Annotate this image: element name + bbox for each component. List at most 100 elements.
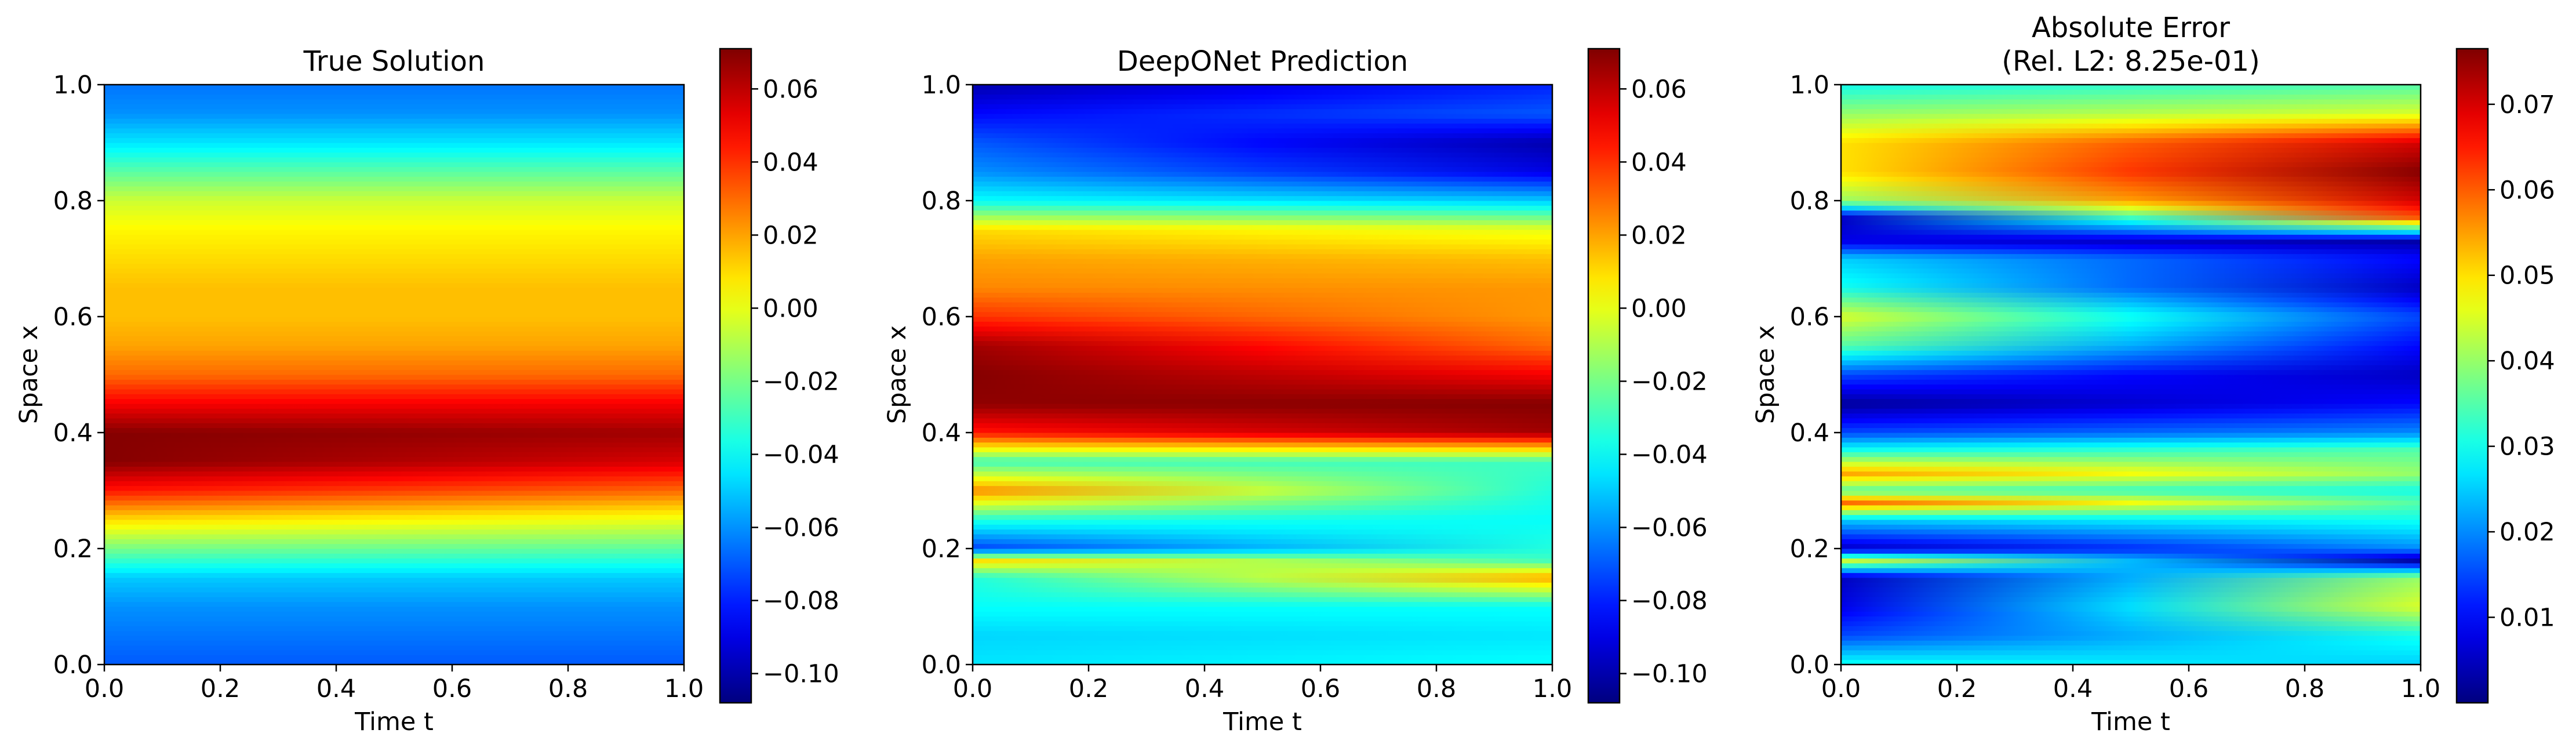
heatmap-row xyxy=(1841,480,2421,487)
y-tick-label: 1.0 xyxy=(53,71,93,100)
y-tick-label: 0.6 xyxy=(53,303,93,332)
heatmap-row xyxy=(104,161,684,168)
heatmap-row xyxy=(973,195,1552,201)
y-tick-label: 0.4 xyxy=(1790,419,1829,448)
heatmap-row xyxy=(1841,234,2421,240)
y-tick-label: 0.6 xyxy=(922,303,961,332)
heatmap-row xyxy=(1841,137,2421,143)
heatmap-row xyxy=(104,451,684,458)
heatmap-row xyxy=(973,635,1552,641)
heatmap xyxy=(104,84,684,665)
heatmap-row xyxy=(973,84,1552,90)
heatmap-row xyxy=(104,504,684,510)
colorbar-tick-label: 0.00 xyxy=(763,294,818,323)
heatmap-row xyxy=(973,258,1552,264)
heatmap-row xyxy=(973,123,1552,129)
heatmap-row xyxy=(104,224,684,230)
colorbar-tick-label: −0.06 xyxy=(1631,514,1708,543)
heatmap-row xyxy=(973,161,1552,168)
x-axis-label: Time t xyxy=(1222,707,1302,736)
heatmap-row xyxy=(973,601,1552,607)
heatmap-row xyxy=(104,630,684,636)
heatmap-row xyxy=(1841,635,2421,641)
heatmap-row xyxy=(104,123,684,129)
heatmap-row xyxy=(1841,504,2421,510)
heatmap-row xyxy=(104,369,684,375)
heatmap-row xyxy=(104,422,684,429)
heatmap-row xyxy=(104,398,684,404)
heatmap-row xyxy=(1841,282,2421,288)
colorbar-tick-label: 0.04 xyxy=(2499,347,2555,376)
heatmap-row xyxy=(104,258,684,264)
heatmap-row xyxy=(104,181,684,187)
chart-title: True Solution xyxy=(303,45,485,78)
heatmap-row xyxy=(104,562,684,568)
heatmap-row xyxy=(104,591,684,597)
heatmap-row xyxy=(973,640,1552,646)
heatmap-row xyxy=(1841,422,2421,429)
heatmap-row xyxy=(1841,287,2421,293)
y-tick-label: 0.4 xyxy=(53,419,93,448)
heatmap-row xyxy=(973,350,1552,356)
heatmap-row xyxy=(104,645,684,651)
heatmap-row xyxy=(104,302,684,307)
heatmap-row xyxy=(1841,152,2421,158)
heatmap-row xyxy=(973,596,1552,602)
heatmap-row xyxy=(1841,123,2421,129)
heatmap-row xyxy=(973,625,1552,631)
heatmap-row xyxy=(973,108,1552,114)
heatmap-row xyxy=(1841,572,2421,578)
heatmap-row xyxy=(973,137,1552,143)
heatmap-row xyxy=(104,273,684,278)
heatmap-row xyxy=(973,316,1552,322)
x-tick-label: 0.8 xyxy=(1417,674,1456,703)
heatmap-row xyxy=(1841,244,2421,249)
heatmap-row xyxy=(1841,369,2421,375)
heatmap-row xyxy=(104,408,684,414)
heatmap-row xyxy=(1841,132,2421,139)
heatmap-row xyxy=(1841,577,2421,583)
heatmap-row xyxy=(973,606,1552,612)
heatmap-row xyxy=(1841,176,2421,182)
x-tick-label: 0.6 xyxy=(432,674,472,703)
heatmap-row xyxy=(104,118,684,124)
heatmap-row xyxy=(973,248,1552,255)
y-tick-label: 0.2 xyxy=(922,535,961,564)
heatmap-row xyxy=(973,229,1552,235)
panel-2: 0.0 0.2 0.4 0.6 0.8 1.0 0.0 0.2 0.4 0.6 0.8 1.0 Time… xyxy=(883,45,1708,736)
heatmap-row xyxy=(973,152,1552,158)
heatmap-row xyxy=(973,374,1552,380)
heatmap-row xyxy=(104,335,684,342)
heatmap-row xyxy=(1841,543,2421,549)
x-tick-label: 0.4 xyxy=(1185,674,1224,703)
heatmap-row xyxy=(1841,142,2421,148)
heatmap-row xyxy=(973,413,1552,419)
heatmap-row xyxy=(973,200,1552,206)
colorbar-scale xyxy=(1587,48,1621,704)
heatmap-row xyxy=(1841,485,2421,491)
heatmap-row xyxy=(973,103,1552,110)
heatmap-row xyxy=(104,553,684,559)
heatmap-row xyxy=(973,442,1552,448)
colorbar-tick-label: 0.06 xyxy=(1631,75,1687,104)
heatmap-row xyxy=(973,645,1552,651)
heatmap-row xyxy=(104,432,684,438)
heatmap-row xyxy=(1841,413,2421,419)
heatmap-row xyxy=(973,447,1552,452)
heatmap-row xyxy=(973,205,1552,211)
heatmap-row xyxy=(973,384,1552,390)
panel-1: 0.0 0.2 0.4 0.6 0.8 1.0 0.0 0.2 0.4 0.6 0.8 1.0 Time… xyxy=(14,45,839,736)
heatmap-row xyxy=(104,147,684,153)
heatmap-row xyxy=(973,302,1552,307)
heatmap-row xyxy=(973,567,1552,573)
heatmap-row xyxy=(973,166,1552,172)
y-axis-label: Space x xyxy=(14,325,43,424)
heatmap-row xyxy=(1841,461,2421,467)
chart-title: Absolute Error xyxy=(2032,12,2230,44)
heatmap-row xyxy=(104,215,684,220)
heatmap-row xyxy=(1841,616,2421,622)
heatmap-row xyxy=(973,490,1552,496)
y-tick-label: 0.0 xyxy=(1790,651,1829,680)
heatmap-row xyxy=(1841,587,2421,593)
heatmap-row xyxy=(973,529,1552,535)
